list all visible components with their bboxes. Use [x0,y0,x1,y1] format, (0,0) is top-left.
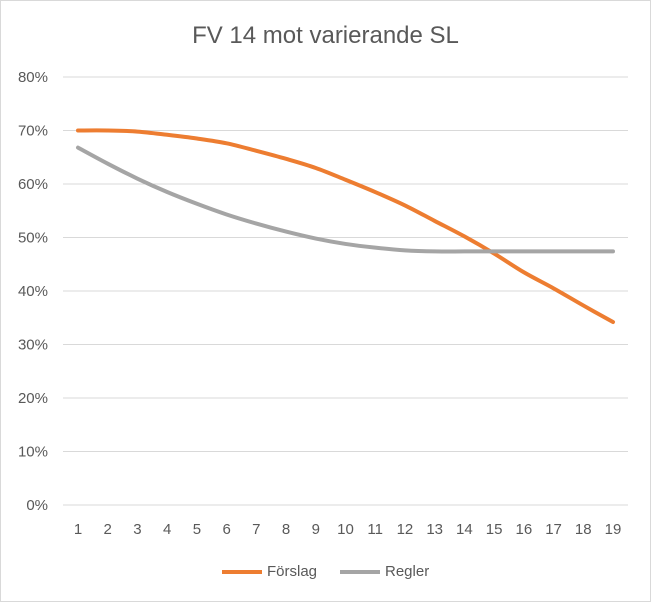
legend-item-forslag: Förslag [222,563,317,580]
x-tick-label: 4 [163,521,171,538]
x-tick-label: 19 [605,521,622,538]
y-tick-label: 20% [18,390,48,407]
y-tick-label: 40% [18,283,48,300]
x-tick-label: 8 [282,521,290,538]
x-tick-label: 3 [133,521,141,538]
x-tick-label: 16 [515,521,532,538]
x-tick-label: 11 [367,521,383,538]
x-tick-label: 14 [456,521,473,538]
x-tick-label: 1 [74,521,82,538]
x-tick-label: 12 [397,521,414,538]
y-tick-label: 10% [18,444,48,461]
x-tick-label: 6 [222,521,230,538]
y-tick-label: 0% [26,497,48,514]
legend-swatch-regler [340,569,380,574]
y-tick-label: 50% [18,230,48,247]
x-tick-label: 15 [486,521,503,538]
y-tick-label: 60% [18,176,48,193]
x-tick-label: 17 [545,521,562,538]
y-tick-label: 80% [18,69,48,86]
legend-item-regler: Regler [340,563,429,580]
x-tick-label: 10 [337,521,354,538]
x-tick-label: 9 [312,521,320,538]
legend-label: Regler [385,563,430,580]
x-tick-label: 13 [426,521,443,538]
x-tick-label: 2 [104,521,112,538]
x-tick-label: 7 [252,521,260,538]
legend-label: Förslag [267,563,318,580]
x-tick-label: 18 [575,521,592,538]
series-line-regler [76,145,615,254]
x-tick-label: 5 [193,521,201,538]
y-tick-label: 70% [18,123,48,140]
y-tick-label: 30% [18,337,48,354]
legend-swatch-forslag [222,569,262,574]
series-line-forslag [76,128,615,325]
chart-title: FV 14 mot varierande SL [192,22,459,49]
